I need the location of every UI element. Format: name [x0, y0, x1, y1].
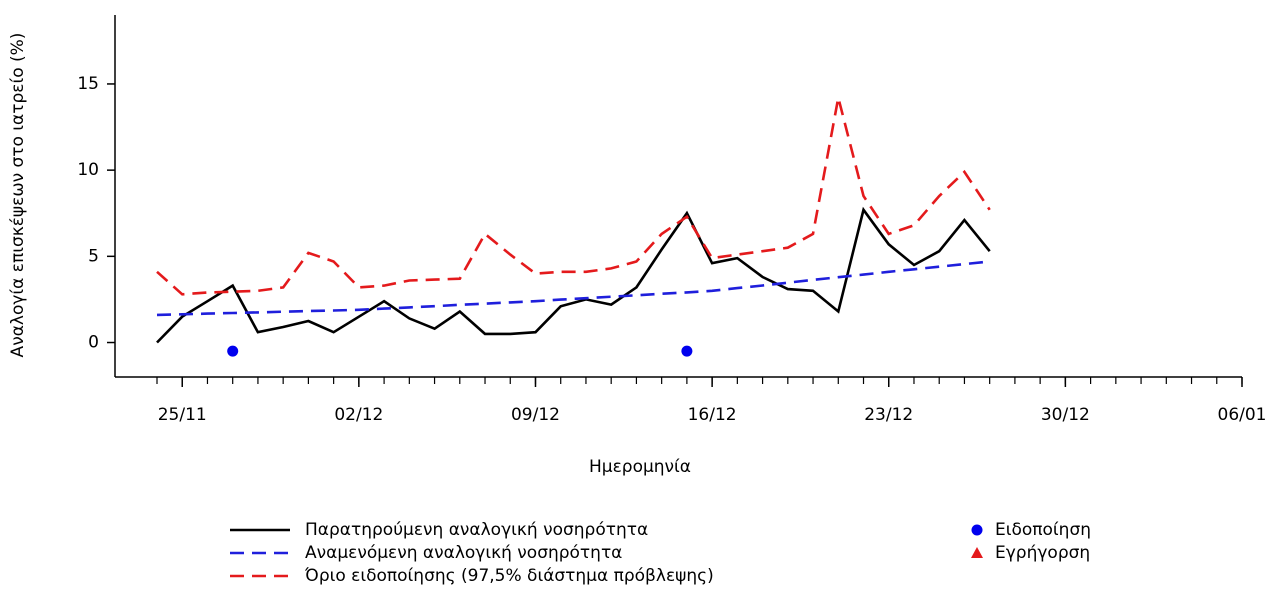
x-tick-label: 09/12: [511, 405, 560, 425]
y-tick-label: 15: [77, 74, 99, 94]
series-line: [156, 260, 990, 317]
x-tick-label: 25/11: [158, 405, 207, 425]
legend-label: Αναμενόμενη αναλογική νοσηρότητα: [305, 543, 622, 563]
x-tick-label: 30/12: [1041, 405, 1090, 425]
x-axis-label: Ημερομηνία: [589, 457, 691, 477]
y-tick-label: 0: [88, 333, 99, 353]
legend-label: Όριο ειδοποίησης (97,5% διάστημα πρόβλεψ…: [304, 566, 714, 586]
y-axis-label: Αναλογία επισκέψεων στο ιατρείο (%): [8, 33, 28, 358]
series-line: [156, 97, 991, 296]
alert-marker: [681, 345, 693, 357]
alert-marker: [227, 345, 239, 357]
y-tick-label: 10: [77, 160, 99, 180]
x-tick-label: 16/12: [688, 405, 737, 425]
x-tick-label: 23/12: [864, 405, 913, 425]
legend-label: Παρατηρούμενη αναλογική νοσηρότητα: [305, 520, 648, 540]
series-line: [156, 206, 991, 344]
y-tick-label: 5: [88, 246, 99, 266]
legend-swatch: [971, 524, 983, 536]
legend-label: Ειδοποίηση: [995, 520, 1091, 540]
x-tick-label: 02/12: [334, 405, 383, 425]
legend-swatch: [971, 547, 983, 558]
legend-label: Εγρήγορση: [995, 543, 1090, 563]
x-tick-label: 06/01: [1218, 405, 1267, 425]
